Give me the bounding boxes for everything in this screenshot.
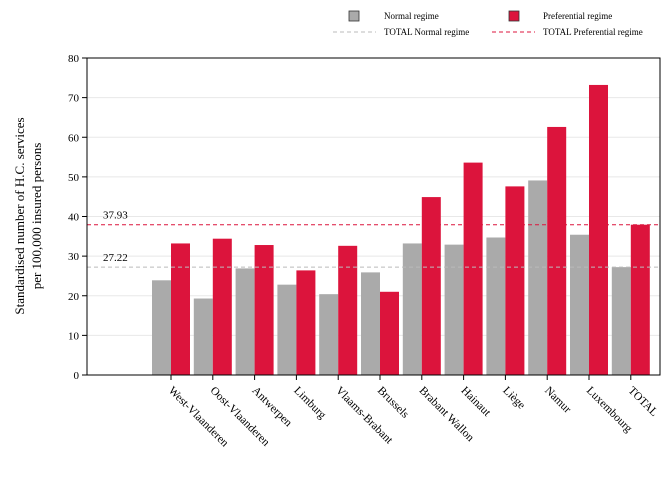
y-tick-label: 30 [68,251,80,263]
bar-preferential [547,126,567,375]
y-axis-title: Standardised number of H.C. services per… [12,117,44,314]
x-tick-label: Hainaut [458,385,493,420]
y-tick-label: 40 [68,212,80,224]
bar-preferential [296,270,316,375]
y-tick-label: 60 [68,132,80,144]
bar-preferential [630,224,650,375]
reference-lines: 27.22 37.93 [87,210,660,268]
bar-normal [402,243,422,375]
y-axis-title-line-2: per 100,000 insured persons [29,143,44,290]
x-tick-label: Liège [500,385,527,412]
x-tick-label: Limburg [291,385,328,422]
bar-normal [444,244,464,375]
bar-normal [361,272,380,375]
x-tick-label: Namur [542,385,573,416]
bar-preferential [589,84,608,375]
bar-normal [528,180,548,375]
bar-normal [611,267,631,375]
x-tick-label: Antwerpen [249,385,294,430]
legend: Normal regime Preferential regime TOTAL … [333,10,643,37]
bar-normal [277,284,297,375]
x-tick-label: TOTAL [626,385,660,419]
bar-preferential [212,238,232,375]
bar-normal [193,298,213,375]
x-tick-label: Brussels [375,385,411,421]
bar-normal [152,280,171,375]
legend-swatch-preferential [508,10,520,22]
legend-swatch-normal [348,10,360,22]
bar-normal [235,268,255,375]
y-tick-label: 50 [68,172,80,184]
legend-label-total-preferential: TOTAL Preferential regime [543,27,643,37]
bars [152,84,650,375]
y-axis: 0 10 20 30 40 50 60 70 80 [68,53,87,382]
x-axis: West-VlaanderenOost-VlaanderenAntwerpenL… [166,375,660,450]
bar-normal [570,234,589,375]
y-tick-label: 0 [74,370,80,382]
y-tick-label: 10 [68,330,80,342]
y-tick-label: 80 [68,53,80,65]
legend-label-preferential: Preferential regime [543,11,612,21]
bar-preferential [505,186,525,375]
bar-normal [486,237,506,375]
plot-frame [86,57,661,376]
reference-line-label: 37.93 [103,210,128,222]
y-axis-title-line-1: Standardised number of H.C. services [12,117,27,314]
legend-label-normal: Normal regime [384,11,439,21]
bar-preferential [463,162,483,375]
legend-label-total-normal: TOTAL Normal regime [384,27,469,37]
y-tick-label: 70 [68,93,80,105]
bar-preferential [254,245,274,375]
bar-preferential [380,291,399,375]
bar-preferential [421,197,441,375]
bar-preferential [171,243,190,375]
bar-normal [319,294,339,375]
reference-line-label: 27.22 [103,252,128,264]
y-tick-label: 20 [68,291,80,303]
bar-preferential [338,245,358,375]
